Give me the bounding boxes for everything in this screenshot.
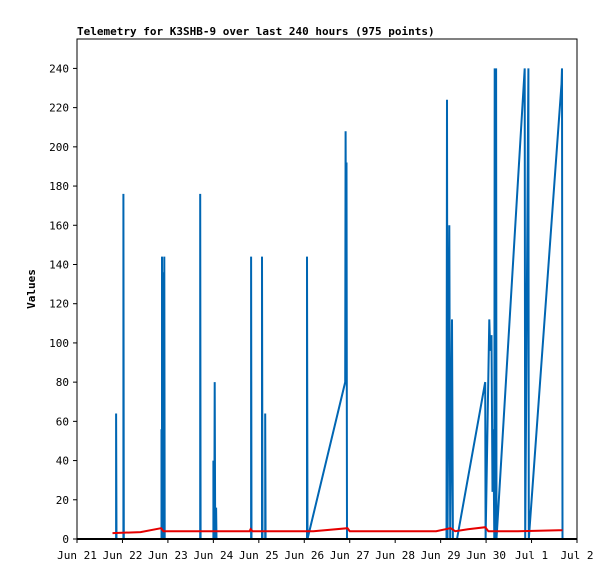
- x-axis: Jun 21 Jun 22 Jun 23 Jun 24 Jun 25 Jun 26 Jun …: [57, 539, 594, 562]
- plot-area-frame: [76, 38, 578, 540]
- y-tick-label: 140: [49, 258, 69, 271]
- x-tick-label: Jun 21: [57, 549, 97, 562]
- series-layer: [112, 68, 564, 540]
- y-tick-label: 60: [56, 415, 69, 428]
- x-tick-label: Jun 22: [103, 549, 143, 562]
- y-tick-label: 120: [49, 298, 69, 311]
- x-tick-label: Jun 23: [148, 549, 188, 562]
- y-tick-label: 180: [49, 180, 69, 193]
- x-tick-label: Jun 30: [466, 549, 506, 562]
- y-tick-label: 20: [56, 494, 69, 507]
- y-tick-label: 0: [62, 533, 69, 546]
- chart-title: Telemetry for K3SHB-9 over last 240 hour…: [77, 25, 435, 38]
- x-tick-label: Jun 24: [193, 549, 233, 562]
- x-tick-label: Jul 2: [560, 549, 593, 562]
- y-tick-label: 220: [49, 102, 69, 115]
- y-tick-label: 80: [56, 376, 69, 389]
- y-axis-label: Values: [25, 269, 38, 309]
- x-tick-label: Jun 28: [375, 549, 415, 562]
- x-tick-label: Jun 27: [330, 549, 370, 562]
- y-tick-label: 40: [56, 455, 69, 468]
- y-tick-label: 100: [49, 337, 69, 350]
- y-tick-label: 240: [49, 62, 69, 75]
- series-line-2: [112, 526, 563, 535]
- y-axis: 0 20 40 60 80 100 120 140 160 180 200 220 240: [49, 62, 77, 546]
- x-tick-label: Jun 26: [284, 549, 324, 562]
- series-line-1: [115, 68, 564, 540]
- x-tick-label: Jun 25: [239, 549, 279, 562]
- y-tick-label: 200: [49, 141, 69, 154]
- y-tick-label: 160: [49, 219, 69, 232]
- x-tick-label: Jun 29: [421, 549, 461, 562]
- x-tick-label: Jul 1: [515, 549, 548, 562]
